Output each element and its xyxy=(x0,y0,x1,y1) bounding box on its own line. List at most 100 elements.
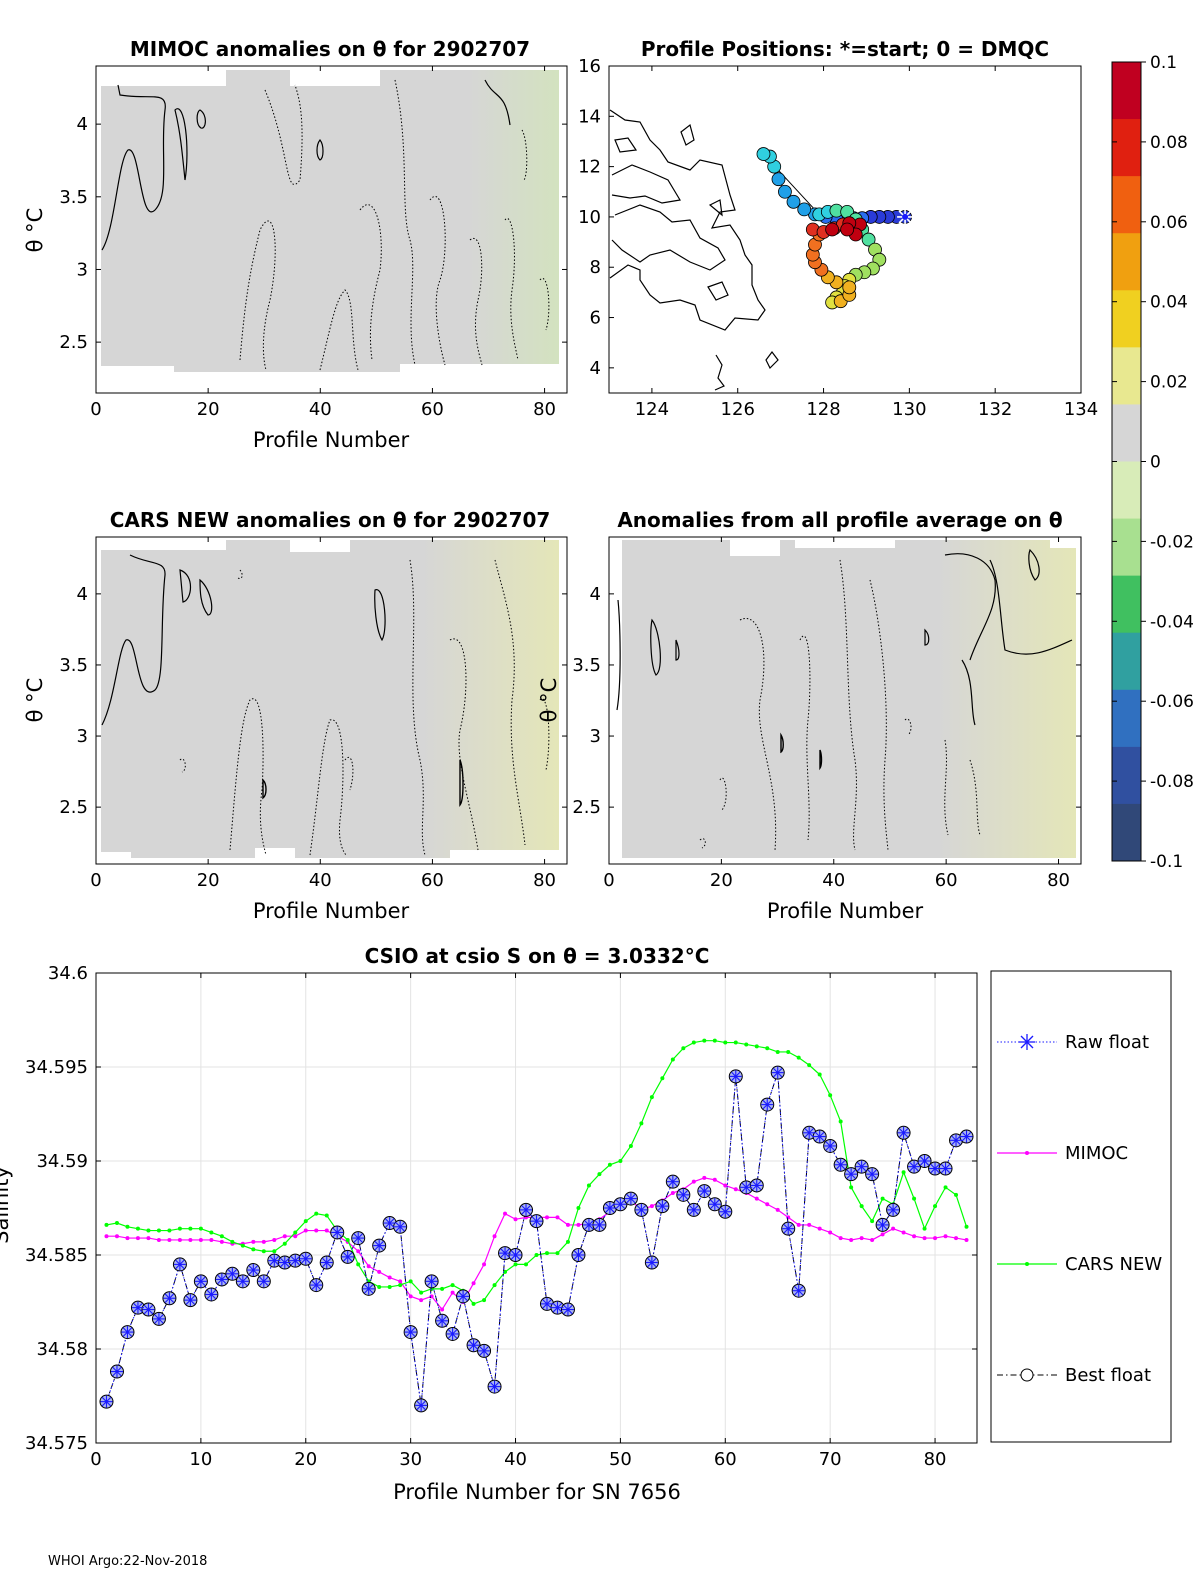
cars-point xyxy=(167,1228,172,1233)
raw-float-point xyxy=(194,1275,207,1288)
mimoc-point xyxy=(398,1279,403,1284)
cars-point xyxy=(524,1262,529,1267)
mimoc-heatmap xyxy=(101,70,559,372)
csio-title: CSIO at csio S on θ = 3.0332°C xyxy=(365,944,710,968)
profile-average-title: Anomalies from all profile average on θ xyxy=(617,508,1062,532)
cars-anomalies-panel: CARS NEW anomalies on θ for 2902707 xyxy=(23,508,568,923)
raw-float-point xyxy=(603,1202,616,1214)
cars-ylabel: θ °C xyxy=(23,678,47,723)
raw-float-point xyxy=(960,1130,973,1143)
y-tick-label: 12 xyxy=(578,157,601,178)
raw-star-stroke xyxy=(196,1276,206,1287)
raw-star-stroke xyxy=(290,1255,300,1266)
raw-star-stroke xyxy=(909,1161,919,1172)
raw-float-point xyxy=(341,1250,354,1263)
mimoc-point xyxy=(943,1234,948,1239)
colorbar-step xyxy=(1112,575,1141,634)
cars-point xyxy=(419,1290,424,1295)
y-tick-label: 10 xyxy=(578,207,601,228)
cars-point xyxy=(135,1226,140,1231)
csio-axes-background xyxy=(96,973,977,1443)
raw-float-point xyxy=(792,1284,805,1297)
cars-point xyxy=(272,1249,277,1254)
mimoc-point xyxy=(933,1236,938,1241)
raw-float-point xyxy=(488,1380,501,1393)
y-tick-label: 34.585 xyxy=(25,1245,88,1266)
cars-point xyxy=(492,1283,497,1288)
raw-float-point xyxy=(614,1198,627,1211)
raw-star-stroke xyxy=(626,1193,636,1204)
x-tick-label: 134 xyxy=(1064,399,1098,420)
mimoc-point xyxy=(880,1232,885,1237)
mimoc-point xyxy=(219,1239,224,1244)
mimoc-point xyxy=(125,1236,130,1241)
mimoc-point xyxy=(786,1215,791,1220)
raw-star-stroke xyxy=(374,1240,384,1251)
cars-point xyxy=(555,1251,560,1256)
mimoc-point xyxy=(366,1264,371,1269)
colorbar-step xyxy=(1112,233,1141,291)
cars-point xyxy=(859,1204,864,1209)
raw-float-point xyxy=(624,1192,637,1205)
raw-float-point xyxy=(908,1160,921,1173)
cars-point xyxy=(660,1076,665,1081)
raw-float-point xyxy=(425,1275,438,1288)
raw-star-stroke xyxy=(122,1327,133,1337)
x-tick-label: 40 xyxy=(822,870,845,891)
cars-point xyxy=(251,1247,256,1252)
raw-float-point xyxy=(845,1168,858,1181)
raw-float-point xyxy=(509,1249,522,1261)
cars-point xyxy=(146,1228,151,1233)
x-tick-label: 40 xyxy=(504,1449,527,1470)
raw-star-stroke xyxy=(248,1265,259,1275)
y-tick-label: 3.5 xyxy=(59,655,88,676)
mimoc-point xyxy=(964,1237,969,1242)
raw-float-point xyxy=(415,1399,428,1412)
profile-average-heatmap xyxy=(614,540,1076,858)
raw-float-point xyxy=(866,1168,879,1181)
raw-star-stroke xyxy=(468,1340,479,1350)
colorbar-tick-label: -0.06 xyxy=(1150,692,1194,712)
raw-float-point xyxy=(771,1066,784,1079)
raw-star-stroke xyxy=(699,1186,709,1196)
colorbar-step xyxy=(1112,746,1141,805)
raw-float-point xyxy=(373,1239,386,1252)
legend-item-mimoc: MIMOC xyxy=(997,1143,1128,1164)
raw-star-stroke xyxy=(877,1220,888,1230)
x-tick-label: 0 xyxy=(90,1449,101,1470)
y-tick-label: 3.5 xyxy=(572,655,601,676)
positions-x-ticks: 124 126 128 130 132 134 xyxy=(635,66,1098,420)
cars-point xyxy=(177,1226,182,1231)
mimoc-point xyxy=(324,1228,329,1233)
raw-float-point xyxy=(446,1327,459,1340)
mimoc-x-ticks: 0 20 40 60 80 xyxy=(90,66,556,420)
raw-star-stroke xyxy=(657,1201,668,1211)
raw-star-stroke xyxy=(919,1156,930,1166)
raw-float-point xyxy=(876,1218,889,1231)
colorbar-tick-label: -0.1 xyxy=(1150,852,1183,872)
dot-marker-icon xyxy=(1025,1262,1029,1266)
x-tick-label: 80 xyxy=(1047,870,1070,891)
mimoc-point xyxy=(901,1230,906,1235)
mimoc-ylabel: θ °C xyxy=(23,208,47,253)
mimoc-point xyxy=(796,1222,801,1227)
colorbar-step xyxy=(1112,347,1141,405)
cars-anomalies-title: CARS NEW anomalies on θ for 2902707 xyxy=(110,508,551,532)
raw-star-stroke xyxy=(206,1289,217,1300)
raw-star-stroke xyxy=(804,1128,814,1138)
mimoc-point xyxy=(555,1215,560,1220)
raw-star-stroke xyxy=(835,1160,846,1170)
raw-star-stroke xyxy=(154,1314,164,1324)
star-marker-icon xyxy=(1019,1034,1035,1050)
footer-credit: WHOI Argo:22-Nov-2018 xyxy=(48,1554,208,1569)
legend-label-cars-new: CARS NEW xyxy=(1065,1254,1162,1275)
cars-point xyxy=(314,1211,319,1216)
y-tick-label: 34.575 xyxy=(25,1433,88,1454)
profile-track xyxy=(756,147,914,310)
cars-point xyxy=(922,1226,927,1231)
x-tick-label: 20 xyxy=(710,870,733,891)
cars-point xyxy=(828,1093,833,1098)
csio-axes-frame xyxy=(95,972,978,1444)
mimoc-point xyxy=(912,1234,917,1239)
cars-point xyxy=(870,1219,875,1224)
